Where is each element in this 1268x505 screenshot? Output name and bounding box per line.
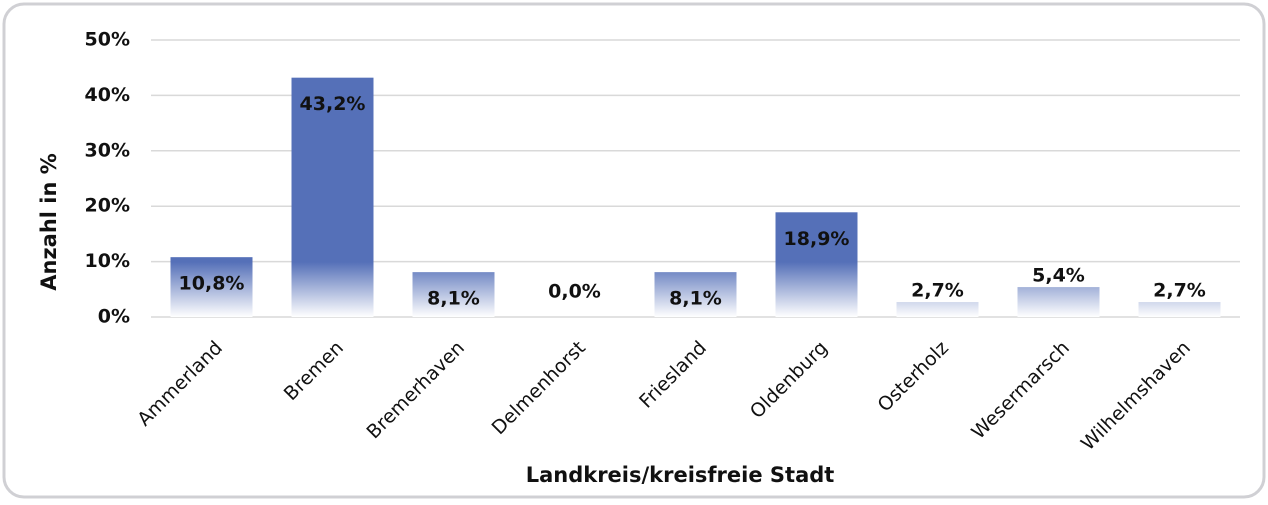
x-axis-label: Landkreis/kreisfreie Stadt [526, 463, 835, 487]
bar [1017, 287, 1100, 317]
y-tick-label: 20% [85, 195, 130, 217]
bar [896, 302, 979, 317]
value-label: 8,1% [669, 288, 722, 310]
value-label: 8,1% [427, 288, 480, 310]
bar [775, 212, 858, 317]
bar [412, 272, 495, 317]
y-tick-label: 50% [85, 29, 130, 51]
bar [291, 77, 374, 317]
value-label: 18,9% [784, 228, 850, 250]
y-tick-label: 40% [85, 84, 130, 106]
y-tick-label: 10% [85, 250, 130, 272]
y-axis-label: Anzahl in % [37, 153, 61, 291]
value-label: 2,7% [1153, 280, 1206, 302]
bar [654, 272, 737, 317]
value-label: 2,7% [911, 280, 964, 302]
bar [1138, 302, 1221, 317]
y-tick-label: 30% [85, 139, 130, 161]
bar [170, 257, 253, 317]
value-label: 0,0% [548, 281, 601, 303]
value-label: 43,2% [300, 93, 366, 115]
value-label: 5,4% [1032, 265, 1085, 287]
value-label: 10,8% [179, 273, 245, 295]
y-tick-label: 0% [98, 306, 130, 328]
